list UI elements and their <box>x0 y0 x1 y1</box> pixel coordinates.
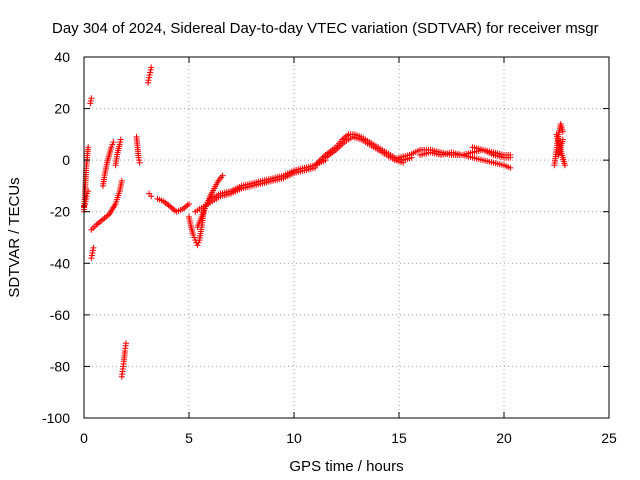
data-point <box>89 249 96 256</box>
chart-title: Day 304 of 2024, Sidereal Day-to-day VTE… <box>52 20 599 37</box>
data-point <box>116 141 123 148</box>
x-tick-label: 10 <box>286 430 302 446</box>
y-tick-label: 20 <box>54 101 70 117</box>
x-tick-label: 25 <box>601 430 617 446</box>
x-axis-label: GPS time / hours <box>289 458 403 475</box>
y-tick-label: -40 <box>50 255 70 271</box>
data-point <box>135 154 142 161</box>
data-point <box>82 200 89 207</box>
data-point <box>118 177 125 184</box>
data-point <box>110 139 117 146</box>
data-point <box>136 159 143 166</box>
data-point <box>145 77 152 84</box>
y-tick-label: -80 <box>50 358 70 374</box>
data-point <box>88 255 95 262</box>
axis-ticks: 0 5 10 15 20 25 40 20 0 -20 -40 -60 -80 -100 <box>42 49 617 446</box>
data-point <box>87 97 94 104</box>
data-point <box>90 244 97 251</box>
data-point <box>117 136 124 143</box>
data-point <box>85 188 92 195</box>
x-tick-label: 0 <box>80 430 88 446</box>
data-point <box>194 242 201 249</box>
data-point <box>148 193 155 200</box>
y-tick-label: -20 <box>50 204 70 220</box>
y-tick-label: 0 <box>62 152 70 168</box>
grid-lines <box>84 57 609 418</box>
data-point <box>83 193 90 200</box>
y-axis-label: SDTVAR / TECUs <box>6 177 23 297</box>
data-point <box>507 151 514 158</box>
data-point <box>219 172 226 179</box>
plot-frame <box>83 56 610 419</box>
data-point <box>400 159 407 166</box>
data-point <box>507 164 514 171</box>
data-point <box>186 200 192 207</box>
data-point <box>108 144 115 151</box>
data-point <box>88 252 95 259</box>
data-point <box>146 74 153 81</box>
data-point <box>559 128 566 135</box>
x-tick-label: 20 <box>496 430 512 446</box>
data-point <box>148 64 155 71</box>
data-point <box>117 139 124 146</box>
data-point <box>145 79 152 86</box>
data-point <box>147 66 154 73</box>
data-point <box>84 190 91 197</box>
data-point <box>136 157 143 164</box>
x-tick-label: 15 <box>391 430 407 446</box>
data-point <box>87 100 94 107</box>
data-point <box>123 340 129 347</box>
data-points <box>81 64 568 380</box>
data-point <box>146 72 153 79</box>
data-point <box>88 95 95 102</box>
y-tick-label: 40 <box>54 49 70 65</box>
y-tick-label: -60 <box>50 307 70 323</box>
data-point <box>191 234 198 241</box>
data-point <box>561 162 568 169</box>
data-point <box>85 144 92 151</box>
data-point <box>559 136 566 143</box>
data-point <box>190 231 197 238</box>
data-point <box>195 239 202 246</box>
y-tick-label: -100 <box>42 410 70 426</box>
data-point <box>89 247 96 254</box>
x-tick-label: 5 <box>185 430 193 446</box>
data-point <box>109 141 116 148</box>
data-point <box>147 69 154 76</box>
